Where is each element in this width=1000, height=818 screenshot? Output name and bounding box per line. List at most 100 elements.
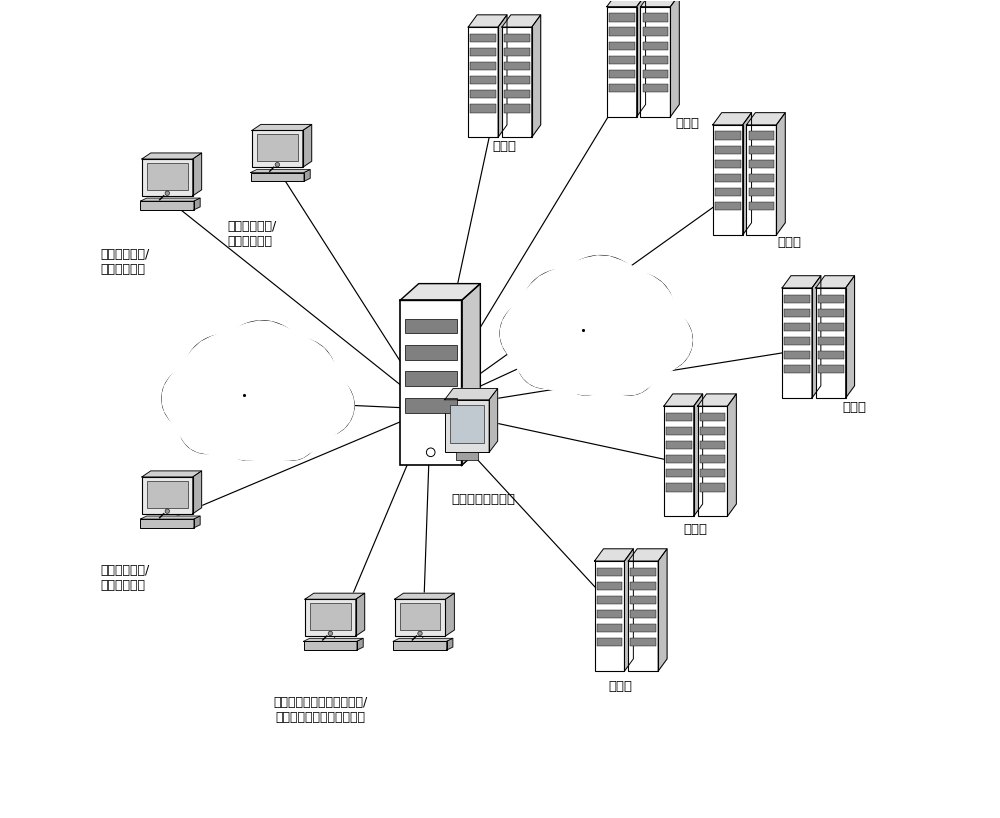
Polygon shape [395, 593, 454, 600]
Bar [400, 603, 440, 630]
Bar [470, 76, 496, 84]
Bar [504, 47, 530, 56]
Circle shape [216, 321, 308, 412]
Circle shape [263, 406, 318, 461]
Text: 数据库: 数据库 [777, 236, 801, 249]
Bar [395, 600, 445, 636]
Polygon shape [489, 389, 498, 452]
Bar [700, 455, 725, 463]
Bar [664, 407, 694, 516]
Polygon shape [743, 113, 752, 235]
Bar [405, 398, 457, 413]
Bar [818, 294, 844, 303]
Bar [666, 470, 692, 478]
Polygon shape [142, 471, 202, 477]
Bar [504, 104, 530, 113]
Polygon shape [607, 0, 646, 7]
Bar [502, 27, 532, 137]
Bar [643, 84, 668, 92]
Circle shape [292, 375, 354, 436]
Bar [450, 405, 484, 443]
Bar [609, 13, 635, 21]
Bar [700, 413, 725, 421]
Text: 数据库: 数据库 [492, 140, 516, 153]
Bar [698, 407, 727, 516]
Bar [468, 27, 498, 137]
Bar [597, 624, 622, 632]
Bar [818, 323, 844, 331]
Bar [405, 319, 457, 334]
Circle shape [260, 338, 336, 413]
Polygon shape [846, 276, 855, 398]
Polygon shape [595, 549, 633, 561]
Bar [147, 163, 188, 190]
Bar [784, 337, 810, 345]
Bar [595, 561, 624, 671]
Polygon shape [782, 276, 821, 288]
Polygon shape [445, 593, 454, 636]
Polygon shape [357, 638, 363, 650]
Bar [818, 337, 844, 345]
Bar [666, 413, 692, 421]
Bar [749, 146, 774, 154]
Bar [310, 603, 351, 630]
Bar [666, 455, 692, 463]
Polygon shape [637, 0, 646, 117]
Bar [597, 638, 622, 646]
Circle shape [555, 256, 646, 347]
Bar [818, 365, 844, 373]
Bar [470, 90, 496, 98]
Bar [746, 125, 776, 235]
Bar [715, 132, 741, 140]
Text: 数据输入终端/
数据读取终端: 数据输入终端/ 数据读取终端 [227, 220, 276, 248]
Polygon shape [468, 15, 507, 27]
Bar [630, 624, 656, 632]
Bar [715, 188, 741, 196]
Circle shape [500, 301, 564, 366]
Polygon shape [193, 471, 202, 514]
Bar [816, 288, 846, 398]
Bar [713, 125, 743, 235]
Bar [147, 481, 188, 508]
Circle shape [631, 309, 692, 371]
Circle shape [165, 509, 170, 514]
Polygon shape [445, 389, 498, 400]
Polygon shape [498, 15, 507, 137]
Polygon shape [193, 153, 202, 196]
Bar [630, 596, 656, 605]
Bar [715, 202, 741, 210]
Bar [749, 160, 774, 168]
Polygon shape [400, 284, 480, 300]
Bar [142, 477, 193, 514]
Bar [643, 28, 668, 36]
Bar [782, 288, 812, 398]
Bar [504, 76, 530, 84]
Bar [784, 323, 810, 331]
Text: 数据输入终端数据输入终端/
数据读取终端数据读取终端: 数据输入终端数据输入终端/ 数据读取终端数据读取终端 [274, 696, 368, 724]
Polygon shape [303, 124, 312, 167]
Bar [445, 400, 489, 452]
Bar [393, 641, 447, 650]
Polygon shape [194, 198, 200, 209]
Circle shape [179, 398, 234, 453]
Circle shape [275, 163, 280, 167]
Bar [666, 483, 692, 492]
Polygon shape [305, 593, 365, 600]
Text: 数据输入终端/
数据读取终端: 数据输入终端/ 数据读取终端 [101, 564, 150, 592]
Polygon shape [304, 638, 363, 641]
Polygon shape [162, 321, 354, 461]
Bar [784, 365, 810, 373]
Bar [643, 70, 668, 78]
Polygon shape [812, 276, 821, 398]
Circle shape [561, 344, 611, 395]
Polygon shape [251, 169, 310, 173]
Bar [643, 13, 668, 21]
Text: 数据加解密服务器: 数据加解密服务器 [452, 493, 516, 506]
Bar [504, 34, 530, 42]
Bar [607, 7, 637, 117]
Bar [405, 371, 457, 386]
Bar [597, 582, 622, 590]
Bar [470, 34, 496, 42]
Circle shape [418, 631, 422, 636]
Text: 数据输入终端/
数据读取终端: 数据输入终端/ 数据读取终端 [101, 248, 150, 276]
